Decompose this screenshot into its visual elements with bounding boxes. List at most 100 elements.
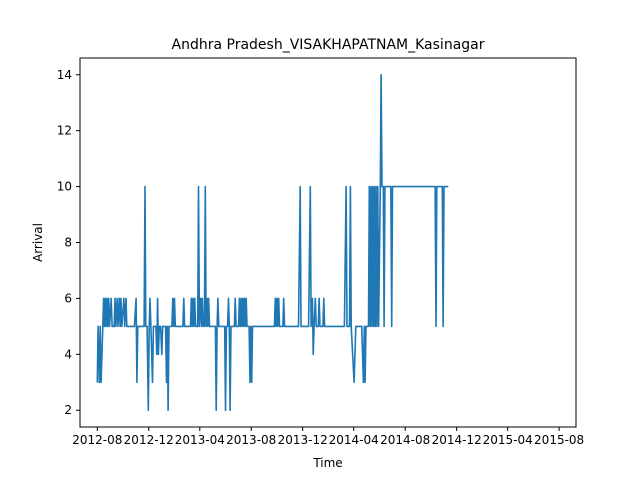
data-point bbox=[379, 186, 381, 188]
data-point bbox=[202, 325, 204, 327]
data-point bbox=[136, 381, 138, 383]
data-point bbox=[157, 297, 159, 299]
data-point bbox=[206, 297, 208, 299]
data-point bbox=[174, 325, 176, 327]
data-point bbox=[173, 297, 176, 299]
data-point bbox=[195, 325, 197, 327]
data-point bbox=[299, 186, 301, 188]
series-layer bbox=[96, 74, 449, 412]
x-tick-label: 2013-08 bbox=[226, 433, 276, 447]
data-point bbox=[391, 186, 394, 188]
data-point bbox=[194, 297, 196, 299]
data-point bbox=[114, 297, 116, 299]
data-point bbox=[355, 325, 357, 327]
data-point bbox=[346, 325, 348, 327]
data-point bbox=[434, 186, 436, 188]
data-point bbox=[249, 381, 251, 383]
data-point bbox=[197, 186, 200, 188]
data-point bbox=[165, 325, 167, 327]
data-point bbox=[349, 186, 351, 188]
data-point bbox=[189, 325, 192, 327]
data-point bbox=[314, 297, 316, 299]
data-point bbox=[245, 297, 247, 299]
data-point bbox=[391, 325, 393, 327]
data-point bbox=[278, 325, 281, 327]
data-point bbox=[353, 381, 355, 383]
data-point bbox=[376, 325, 378, 327]
data-point bbox=[107, 325, 109, 327]
data-point bbox=[200, 297, 202, 299]
data-point bbox=[103, 325, 106, 327]
data-point bbox=[364, 381, 366, 383]
data-point bbox=[378, 325, 380, 327]
data-point bbox=[363, 325, 365, 327]
data-point bbox=[312, 353, 314, 355]
data-point bbox=[241, 325, 243, 327]
data-point bbox=[191, 325, 193, 327]
data-point bbox=[436, 186, 438, 188]
data-point bbox=[273, 325, 275, 327]
data-point bbox=[383, 325, 385, 327]
chart-title: Andhra Pradesh_VISAKHAPATNAM_Kasinagar bbox=[172, 37, 485, 53]
y-axis-label: Arrival bbox=[31, 223, 45, 262]
data-point bbox=[278, 297, 280, 299]
data-point bbox=[144, 186, 146, 188]
data-point bbox=[345, 186, 347, 188]
x-tick-label: 2012-12 bbox=[124, 433, 174, 447]
data-point bbox=[324, 325, 326, 327]
data-point bbox=[98, 381, 100, 383]
data-point bbox=[377, 186, 379, 188]
plot-frame bbox=[79, 57, 577, 428]
data-point bbox=[124, 325, 126, 327]
data-point bbox=[447, 186, 449, 188]
data-point bbox=[133, 325, 135, 327]
data-point bbox=[171, 325, 173, 327]
data-point bbox=[384, 186, 386, 188]
data-point bbox=[118, 297, 120, 299]
data-point bbox=[251, 325, 254, 327]
plot-area bbox=[80, 58, 576, 427]
data-point bbox=[200, 325, 203, 327]
data-point bbox=[158, 325, 160, 327]
data-point bbox=[161, 353, 163, 355]
data-point bbox=[120, 297, 122, 299]
data-point bbox=[99, 325, 101, 327]
data-point bbox=[407, 186, 409, 188]
y-tick-label: 14 bbox=[57, 68, 72, 82]
data-point bbox=[208, 297, 210, 299]
data-point bbox=[367, 325, 370, 327]
data-point bbox=[207, 325, 209, 327]
x-tick-label: 2014-04 bbox=[329, 433, 379, 447]
x-tick-label: 2013-12 bbox=[278, 433, 328, 447]
data-point bbox=[143, 325, 145, 327]
data-point bbox=[371, 325, 373, 327]
y-tick-label: 10 bbox=[57, 180, 72, 194]
data-point bbox=[276, 297, 278, 299]
data-point bbox=[173, 325, 175, 327]
data-point bbox=[108, 325, 111, 327]
data-point bbox=[230, 325, 232, 327]
data-point bbox=[243, 297, 246, 299]
data-point bbox=[216, 325, 218, 327]
data-point bbox=[275, 325, 277, 327]
data-point bbox=[243, 325, 245, 327]
data-point bbox=[166, 325, 168, 327]
data-point bbox=[348, 325, 351, 327]
data-point bbox=[125, 297, 127, 299]
data-point bbox=[228, 325, 230, 327]
data-point bbox=[193, 325, 195, 327]
data-point bbox=[322, 325, 324, 327]
data-point bbox=[121, 325, 123, 327]
data-point bbox=[234, 297, 236, 299]
data-point bbox=[372, 186, 374, 188]
data-point bbox=[315, 325, 317, 327]
data-point bbox=[370, 186, 372, 188]
data-point bbox=[274, 297, 276, 299]
data-point bbox=[117, 325, 119, 327]
data-point bbox=[446, 186, 448, 188]
data-point bbox=[238, 297, 240, 299]
data-point bbox=[240, 297, 242, 299]
data-point bbox=[242, 297, 244, 299]
data-point bbox=[224, 325, 226, 327]
data-point bbox=[103, 297, 105, 299]
